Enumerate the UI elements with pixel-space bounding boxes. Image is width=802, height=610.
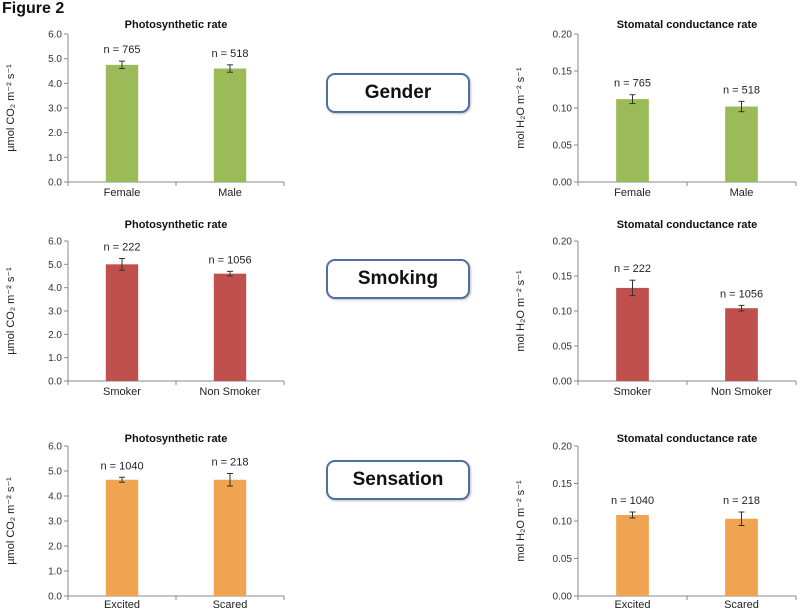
y-tick-label: 4.0 (48, 492, 62, 503)
data-label: n = 222 (103, 242, 140, 254)
y-tick-label: 0.15 (553, 67, 573, 78)
y-tick-label: 5.0 (48, 54, 62, 65)
y-tick-label: 6.0 (48, 30, 62, 41)
bar (616, 99, 649, 182)
y-tick-label: 0.15 (553, 272, 573, 283)
y-axis-label: mol H₂O m⁻² s⁻¹ (515, 480, 527, 562)
bar (725, 518, 758, 596)
data-label: n = 222 (614, 263, 651, 275)
y-tick-label: 3.0 (48, 307, 62, 318)
chart-title: Photosynthetic rate (125, 19, 228, 31)
chart-title: Photosynthetic rate (125, 219, 228, 231)
y-axis-label: µmol CO₂ m⁻² s⁻¹ (5, 267, 17, 355)
bar (105, 264, 139, 381)
chart-sensation-stomatal: Stomatal conductance rate mol H₂O m⁻² s⁻¹… (515, 433, 797, 610)
chart-title: Stomatal conductance rate (617, 219, 758, 231)
y-tick-label: 0.10 (553, 517, 573, 528)
y-tick-label: 0.20 (553, 237, 573, 248)
y-tick-label: 0.00 (553, 178, 573, 189)
y-tick-label: 6.0 (48, 237, 62, 248)
y-tick-label: 0.20 (553, 442, 573, 453)
y-tick-label: 5.0 (48, 260, 62, 271)
bar (105, 479, 139, 596)
chart-title: Photosynthetic rate (125, 433, 228, 445)
bar (725, 106, 758, 182)
y-tick-label: 0.0 (48, 178, 62, 189)
y-tick-label: 0.20 (553, 30, 573, 41)
y-tick-label: 2.0 (48, 128, 62, 139)
y-tick-label: 0.0 (48, 592, 62, 603)
y-tick-label: 0.05 (553, 554, 573, 565)
chart-sensation-photosynthetic: Photosynthetic rate µmol CO₂ m⁻² s⁻¹ 0.0 1.… (5, 433, 285, 610)
y-tick-label: 2.0 (48, 542, 62, 553)
y-tick-label: 0.0 (48, 377, 62, 388)
bar (616, 515, 649, 596)
y-axis-label: mol H₂O m⁻² s⁻¹ (515, 67, 527, 149)
y-tick-label: 4.0 (48, 79, 62, 90)
bar (105, 64, 139, 182)
y-tick-label: 0.05 (553, 342, 573, 353)
data-label: n = 218 (723, 495, 760, 507)
category-label: Scared (213, 599, 248, 610)
y-tick-label: 3.0 (48, 104, 62, 115)
chart-gender-stomatal: Stomatal conductance rate mol H₂O m⁻² s⁻¹… (515, 19, 797, 199)
chart-smoking-photosynthetic: Photosynthetic rate µmol CO₂ m⁻² s⁻¹ 0.0 1.… (5, 219, 285, 398)
category-label: Male (218, 187, 242, 199)
gender-label: Gender (326, 73, 470, 113)
y-axis-label: mol H₂O m⁻² s⁻¹ (515, 270, 527, 352)
y-tick-label: 0.15 (553, 479, 573, 490)
bar (616, 287, 649, 381)
data-label: n = 1056 (720, 288, 763, 300)
y-tick-label: 2.0 (48, 330, 62, 341)
data-label: n = 518 (723, 84, 760, 96)
category-label: Scared (724, 599, 759, 610)
y-tick-label: 6.0 (48, 442, 62, 453)
y-tick-label: 0.00 (553, 592, 573, 603)
chart-gender-photosynthetic: Photosynthetic rate µmol CO₂ m⁻² s⁻¹ 0.0 1.… (5, 19, 285, 199)
smoking-label: Smoking (326, 259, 470, 299)
category-label: Excited (104, 599, 140, 610)
bar (213, 479, 247, 596)
y-tick-label: 0.10 (553, 307, 573, 318)
category-label: Female (104, 187, 141, 199)
chart-smoking-stomatal: Stomatal conductance rate mol H₂O m⁻² s⁻¹… (515, 219, 797, 398)
figure-title: Figure 2 (2, 0, 65, 17)
y-tick-label: 0.00 (553, 377, 573, 388)
y-tick-label: 0.05 (553, 141, 573, 152)
data-label: n = 1040 (100, 460, 143, 472)
category-label: Male (730, 187, 754, 199)
y-tick-label: 1.0 (48, 567, 62, 578)
category-label: Female (614, 187, 651, 199)
data-label: n = 1040 (611, 495, 654, 507)
bar (213, 68, 247, 182)
y-axis-label: µmol CO₂ m⁻² s⁻¹ (5, 64, 17, 152)
y-tick-label: 4.0 (48, 283, 62, 294)
category-label: Excited (614, 599, 650, 610)
category-label: Non Smoker (711, 386, 772, 398)
y-tick-label: 1.0 (48, 153, 62, 164)
y-tick-label: 5.0 (48, 467, 62, 478)
category-label: Smoker (103, 386, 141, 398)
sensation-label: Sensation (326, 460, 470, 500)
chart-title: Stomatal conductance rate (617, 433, 758, 445)
y-tick-label: 0.10 (553, 104, 573, 115)
data-label: n = 218 (211, 457, 248, 469)
y-tick-label: 1.0 (48, 353, 62, 364)
data-label: n = 765 (103, 44, 140, 56)
bar (213, 273, 247, 381)
chart-title: Stomatal conductance rate (617, 19, 758, 31)
bar (725, 308, 758, 381)
category-label: Smoker (614, 386, 652, 398)
y-tick-label: 3.0 (48, 517, 62, 528)
y-axis-label: µmol CO₂ m⁻² s⁻¹ (5, 477, 17, 565)
data-label: n = 518 (211, 48, 248, 60)
data-label: n = 1056 (208, 254, 251, 266)
category-label: Non Smoker (199, 386, 260, 398)
data-label: n = 765 (614, 78, 651, 90)
